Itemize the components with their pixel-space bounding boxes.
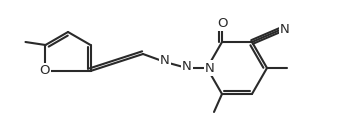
Text: N: N [205, 61, 215, 75]
Text: N: N [160, 55, 170, 67]
Text: O: O [217, 16, 227, 30]
Text: N: N [182, 61, 192, 73]
Text: N: N [280, 23, 290, 35]
Text: O: O [39, 64, 50, 78]
